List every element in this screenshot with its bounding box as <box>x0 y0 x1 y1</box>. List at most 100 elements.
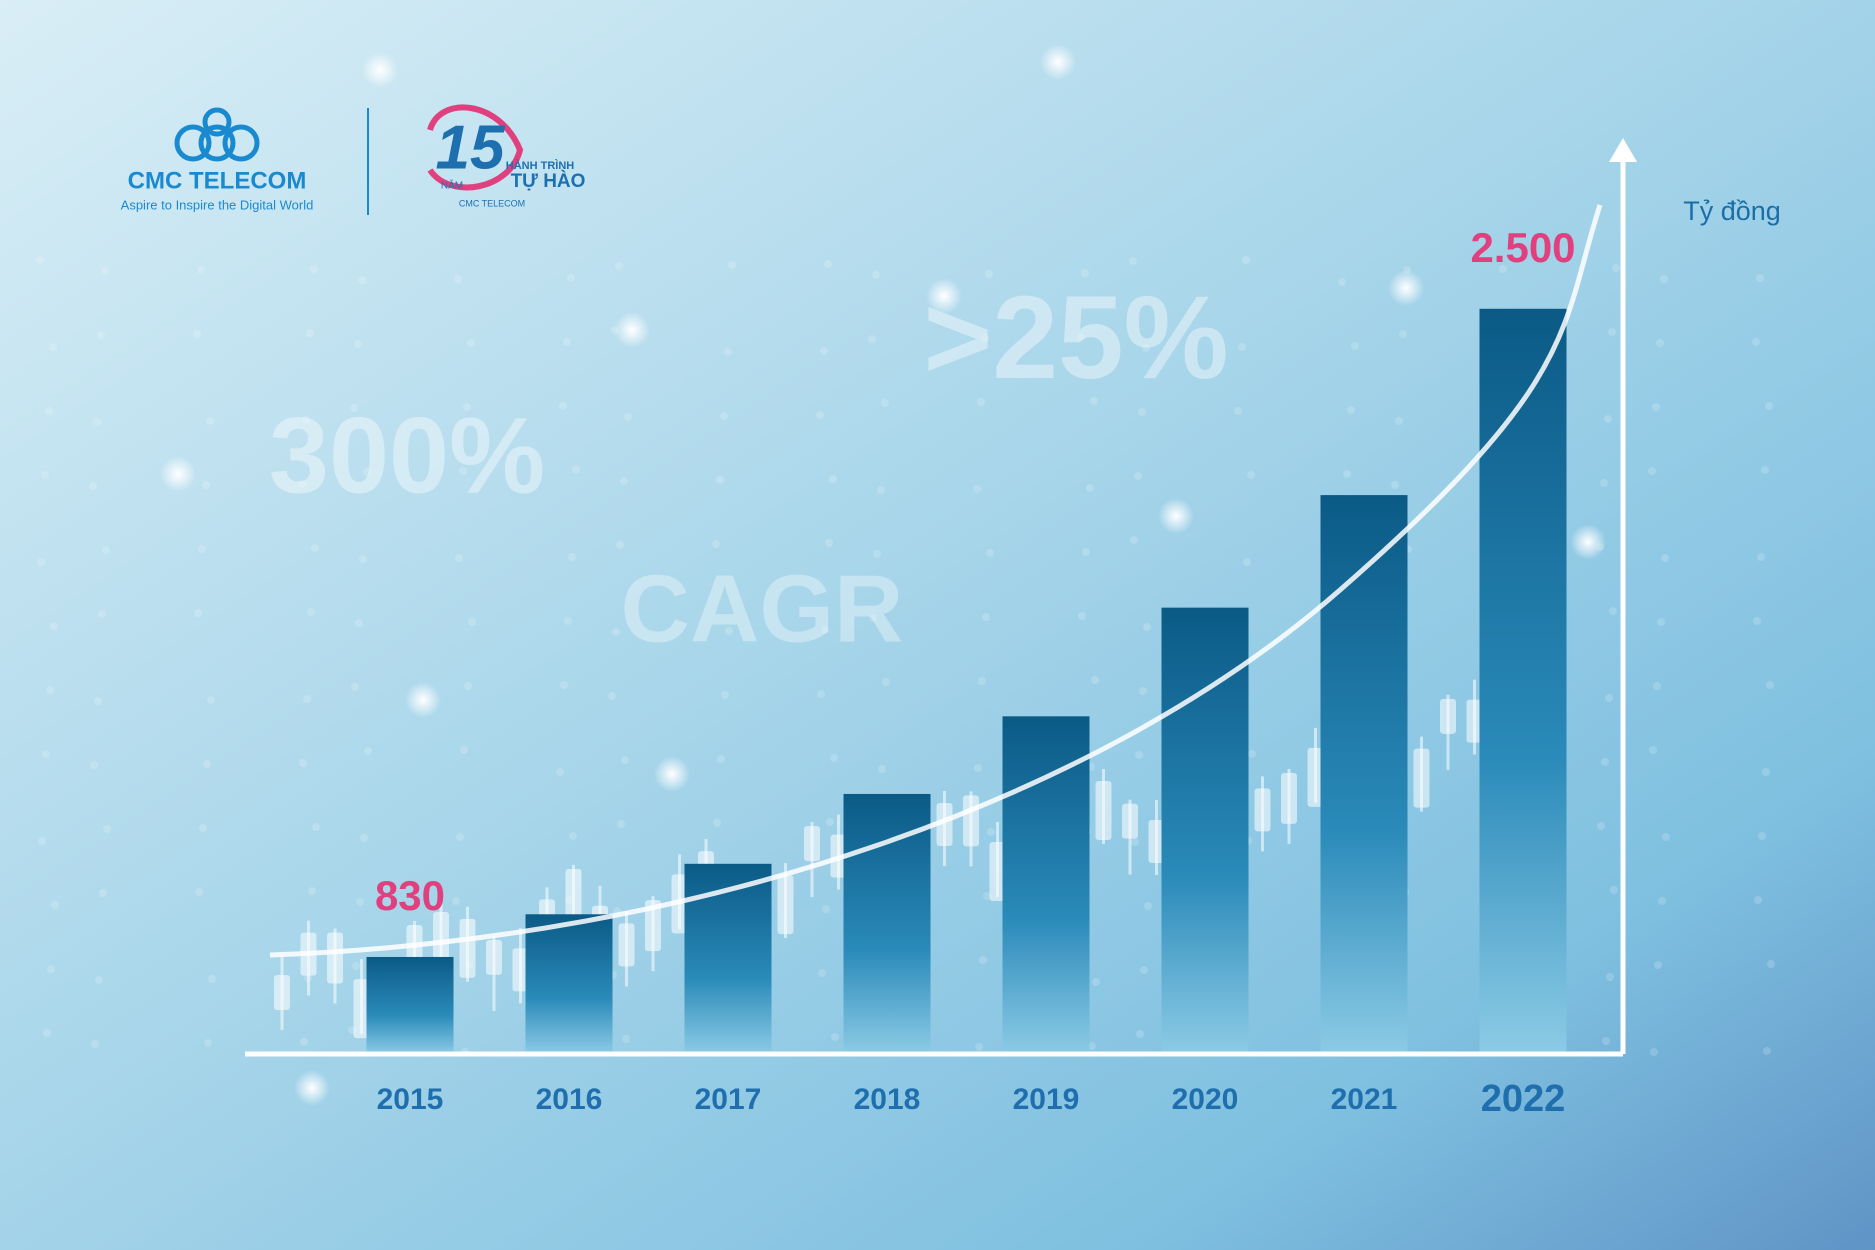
map-dot <box>1763 1047 1771 1055</box>
map-dot <box>1766 681 1774 689</box>
map-dot <box>612 628 620 636</box>
map-dot <box>1600 479 1608 487</box>
map-dot <box>982 613 990 621</box>
map-dot <box>102 546 110 554</box>
map-dot <box>203 760 211 768</box>
map-dot <box>1752 338 1760 346</box>
map-dot <box>872 271 880 279</box>
map-dot <box>1142 344 1150 352</box>
candle-body <box>512 948 529 992</box>
map-dot <box>1757 553 1765 561</box>
map-dot <box>101 267 109 275</box>
map-dot <box>51 901 59 909</box>
map-dot <box>620 477 628 485</box>
map-dot <box>300 1038 308 1046</box>
map-dot <box>716 476 724 484</box>
map-dot <box>1129 257 1137 265</box>
map-dot <box>617 820 625 828</box>
map-dot <box>198 545 206 553</box>
map-dot <box>977 398 985 406</box>
map-dot <box>1499 265 1507 273</box>
badge-years: NĂM <box>441 179 463 192</box>
map-dot <box>38 837 46 845</box>
map-dot <box>358 276 366 284</box>
map-dot <box>103 825 111 833</box>
map-dot <box>364 747 372 755</box>
map-dot <box>873 550 881 558</box>
map-dot <box>1091 676 1099 684</box>
map-dot <box>563 338 571 346</box>
map-dot <box>1597 822 1605 830</box>
map-dot <box>882 678 890 686</box>
map-dot <box>1138 408 1146 416</box>
glow <box>1388 270 1424 306</box>
map-dot <box>1610 886 1618 894</box>
map-dot <box>1077 333 1085 341</box>
map-dot <box>1609 607 1617 615</box>
glow <box>294 1070 330 1106</box>
map-dot <box>1602 1037 1610 1045</box>
map-dot <box>206 417 214 425</box>
candle-body <box>963 795 979 847</box>
map-dot <box>621 756 629 764</box>
map-dot <box>724 348 732 356</box>
map-dot <box>1347 406 1355 414</box>
x-tick-label: 2022 <box>1481 1078 1566 1120</box>
map-dot <box>825 539 833 547</box>
map-dot <box>45 407 53 415</box>
map-dot <box>979 956 987 964</box>
map-dot <box>818 969 826 977</box>
x-tick-label: 2017 <box>695 1083 762 1116</box>
candle-body <box>804 826 820 862</box>
map-dot <box>454 275 462 283</box>
map-dot <box>193 330 201 338</box>
bar <box>1479 308 1567 1054</box>
glow <box>614 312 650 348</box>
map-dot <box>572 466 580 474</box>
map-dot <box>1652 403 1660 411</box>
glow <box>160 456 196 492</box>
map-dot <box>1136 1030 1144 1038</box>
map-dot <box>354 340 362 348</box>
map-dot <box>208 975 216 983</box>
map-dot <box>307 608 315 616</box>
map-dot <box>36 256 44 264</box>
candle-body <box>486 939 502 975</box>
x-tick-label: 2021 <box>1331 1083 1398 1116</box>
map-dot <box>721 691 729 699</box>
map-dot <box>974 764 982 772</box>
map-dot <box>816 411 824 419</box>
map-dot <box>1234 407 1242 415</box>
candle-body <box>353 979 370 1039</box>
map-dot <box>975 1043 983 1051</box>
annotation: >25% <box>923 272 1228 404</box>
map-dot <box>973 485 981 493</box>
bar <box>1002 716 1090 1054</box>
plot: 2015 830 2016 2017 2018 2019 2020 2021 2022 2.500 <box>245 138 1637 1120</box>
x-tick-label: 2015 <box>377 1083 444 1116</box>
x-tick-label: 2016 <box>536 1083 603 1116</box>
annotation: 300% <box>269 395 545 516</box>
map-dot <box>1662 833 1670 841</box>
map-dot <box>43 1029 51 1037</box>
map-dot <box>1082 548 1090 556</box>
unit-label: Tỷ đồng <box>1683 196 1781 226</box>
map-dot <box>1656 339 1664 347</box>
map-dot <box>616 541 624 549</box>
map-dot <box>197 266 205 274</box>
map-dot <box>712 540 720 548</box>
map-dot <box>360 834 368 842</box>
map-dot <box>1247 471 1255 479</box>
map-dot <box>1130 536 1138 544</box>
map-dot <box>831 1033 839 1041</box>
bar <box>1320 495 1408 1055</box>
map-dot <box>1756 274 1764 282</box>
map-dot <box>869 614 877 622</box>
map-dot <box>830 754 838 762</box>
glow <box>1158 498 1194 534</box>
growth-curve <box>269 204 1603 958</box>
map-dot <box>355 619 363 627</box>
map-dot <box>42 750 50 758</box>
map-dot <box>199 824 207 832</box>
